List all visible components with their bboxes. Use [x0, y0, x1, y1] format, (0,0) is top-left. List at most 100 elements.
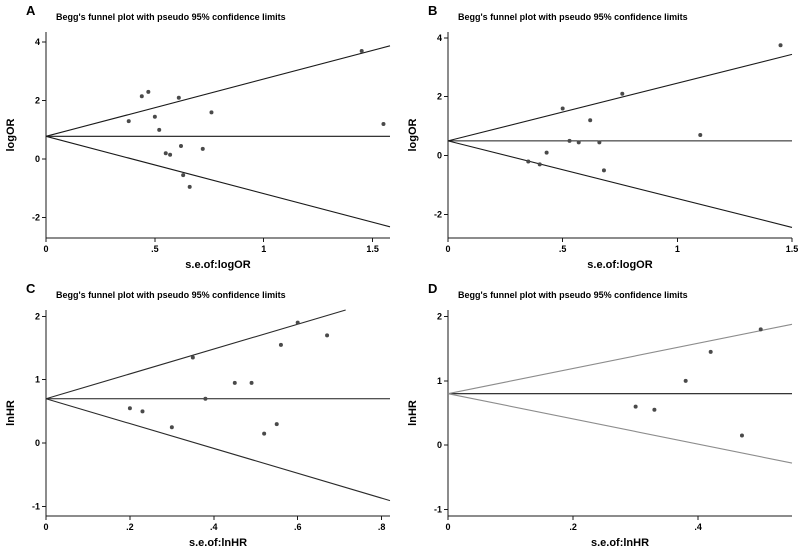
data-point: [576, 140, 581, 145]
y-tick-label: 2: [437, 92, 442, 102]
x-axis-label: s.e.of:lnHR: [189, 537, 247, 549]
x-tick-label: .4: [210, 522, 218, 532]
x-tick-label: .4: [694, 522, 702, 532]
data-point: [325, 333, 330, 338]
y-tick-label: 4: [35, 37, 40, 47]
x-tick-label: 1.5: [786, 244, 799, 254]
y-tick-label: 0: [437, 151, 442, 161]
y-tick-label: 0: [437, 440, 442, 450]
data-point: [146, 89, 151, 94]
y-axis-label: lnHR: [5, 400, 17, 426]
data-point: [278, 342, 283, 347]
data-point: [633, 404, 638, 409]
x-tick-label: 0: [445, 522, 450, 532]
data-point: [169, 425, 174, 430]
funnel-lower-limit-line: [45, 398, 391, 502]
data-point: [187, 184, 192, 189]
data-point: [652, 407, 657, 412]
x-tick-label: .8: [378, 522, 386, 532]
x-tick-label: .5: [151, 244, 159, 254]
plot-area: 0 .5 1 1.5 -2 0 2 4: [32, 32, 391, 254]
data-point: [126, 119, 131, 124]
panel-label: A: [26, 3, 36, 18]
x-tick-label: .5: [559, 244, 567, 254]
y-tick-label: -2: [32, 213, 40, 223]
plot-title: Begg's funnel plot with pseudo 95% confi…: [458, 290, 688, 300]
funnel-plot-panel-b: B Begg's funnel plot with pseudo 95% con…: [402, 0, 804, 278]
x-tick-label: 1.5: [366, 244, 379, 254]
data-point: [274, 422, 279, 427]
plot-title: Begg's funnel plot with pseudo 95% confi…: [56, 290, 286, 300]
data-point: [778, 43, 783, 48]
y-tick-label: -2: [434, 209, 442, 219]
data-point: [544, 150, 549, 155]
panel-label: C: [26, 281, 36, 296]
y-axis-label: lnHR: [407, 400, 419, 426]
y-tick-label: 1: [35, 375, 40, 385]
data-point: [567, 138, 572, 143]
funnel-plot-panel-c: C Begg's funnel plot with pseudo 95% con…: [0, 278, 402, 557]
y-axis-label: logOR: [407, 118, 419, 151]
data-point: [588, 118, 593, 123]
data-point: [157, 127, 162, 132]
funnel-plot-svg-b: B Begg's funnel plot with pseudo 95% con…: [407, 3, 798, 271]
data-point: [152, 114, 157, 119]
x-tick-label: .2: [126, 522, 134, 532]
data-point: [359, 48, 364, 53]
data-point: [178, 143, 183, 148]
x-tick-label: .6: [294, 522, 302, 532]
plot-area: 0 .5 1 1.5 -2 0 2 4: [434, 32, 798, 254]
y-axis-label: logOR: [5, 118, 17, 151]
data-point: [181, 173, 186, 178]
data-point: [262, 431, 267, 436]
panel-label: D: [428, 281, 437, 296]
x-tick-label: 0: [43, 522, 48, 532]
funnel-plot-panel-a: A Begg's funnel plot with pseudo 95% con…: [0, 0, 402, 278]
data-point: [163, 151, 168, 156]
data-point: [560, 106, 565, 111]
plot-title: Begg's funnel plot with pseudo 95% confi…: [56, 12, 286, 22]
funnel-lower-limit-line: [45, 135, 391, 228]
funnel-plot-svg-c: C Begg's funnel plot with pseudo 95% con…: [5, 281, 391, 549]
x-axis-label: s.e.of:lnHR: [591, 537, 649, 549]
data-point: [698, 133, 703, 137]
funnel-lower-limit-line: [447, 140, 793, 228]
funnel-plot-panel-d: D Begg's funnel plot with pseudo 95% con…: [402, 278, 804, 557]
y-tick-label: 0: [35, 154, 40, 164]
y-tick-label: 2: [35, 96, 40, 106]
funnel-lower-limit-line: [447, 393, 793, 464]
data-point: [295, 320, 300, 325]
plot-title: Begg's funnel plot with pseudo 95% confi…: [458, 12, 688, 22]
y-tick-label: 2: [437, 311, 442, 321]
data-point: [683, 378, 688, 383]
data-point: [232, 380, 237, 385]
data-point: [127, 406, 132, 411]
x-tick-label: 1: [261, 244, 266, 254]
x-tick-label: .2: [569, 522, 577, 532]
funnel-plot-svg-d: D Begg's funnel plot with pseudo 95% con…: [407, 281, 793, 549]
funnel-upper-limit-line: [45, 309, 346, 400]
data-point: [708, 349, 713, 354]
data-point: [537, 162, 542, 167]
data-point: [190, 355, 195, 360]
y-tick-label: 0: [35, 438, 40, 448]
x-tick-label: 0: [43, 244, 48, 254]
x-axis-label: s.e.of:logOR: [185, 259, 250, 271]
data-point: [526, 159, 531, 164]
y-tick-label: 4: [437, 33, 442, 43]
data-point: [249, 380, 254, 385]
data-point: [209, 110, 214, 115]
data-point: [139, 94, 144, 99]
data-point: [203, 396, 208, 401]
data-point: [168, 152, 173, 157]
x-axis-label: s.e.of:logOR: [587, 259, 652, 271]
y-tick-label: 1: [437, 376, 442, 386]
data-point: [758, 327, 763, 332]
data-point: [200, 146, 205, 151]
y-tick-label: 2: [35, 311, 40, 321]
data-point: [381, 122, 386, 127]
funnel-upper-limit-line: [447, 323, 793, 395]
funnel-upper-limit-line: [45, 45, 391, 137]
